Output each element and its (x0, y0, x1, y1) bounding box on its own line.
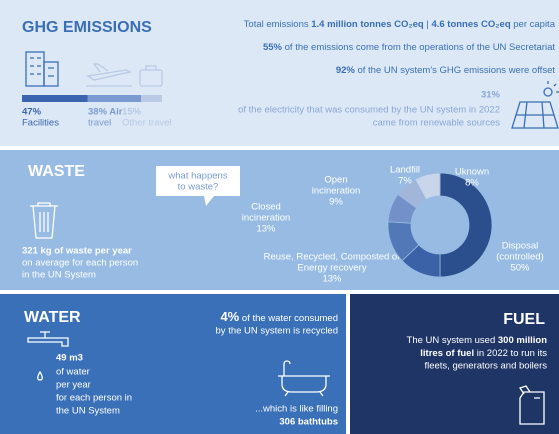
fuel-panel (350, 294, 559, 434)
fuel-text: fleets, generators and boilers (424, 361, 547, 372)
segment-name: (controlled) (496, 252, 544, 263)
segment-name: Disposal (502, 241, 538, 252)
ghg-panel (0, 0, 559, 146)
bathtub-text: 306 bathtubs (279, 417, 338, 428)
secretariat: 55% of the emissions come from the opera… (263, 42, 555, 53)
recycled: 4% of the water consumed (220, 309, 338, 324)
bar-label: 38% Air (88, 107, 123, 118)
text: 300 million (498, 335, 547, 346)
bar-name: Facilities (22, 118, 59, 129)
total-emissions: Total emissions 1.4 million tonnes CO₂eq… (244, 19, 556, 30)
waste-title: WASTE (28, 163, 85, 180)
segment-label: 8% (465, 178, 479, 189)
segment-name: Landfill (390, 165, 420, 176)
segment-name: Closed (251, 202, 281, 213)
bathtub-icon (278, 360, 330, 397)
segment-label: 7% (398, 176, 412, 187)
text: of the emissions come from the operation… (282, 42, 555, 53)
bathtub-text: ...which is like filling (255, 404, 338, 415)
fuel-text: litres of fuel in 2022 to run its (420, 348, 547, 359)
segment-name: incineration (312, 186, 361, 197)
text: per capita (511, 19, 556, 30)
text: | (424, 19, 432, 30)
text: in 2022 to run its (474, 348, 547, 359)
segment-label: 50% (510, 263, 530, 274)
offset: 92% of the UN system's GHG emissions wer… (336, 65, 556, 76)
text: 92% (336, 65, 356, 76)
plane-icon (86, 63, 132, 87)
water-text: per year (56, 380, 91, 391)
segment-label: 13% (322, 274, 342, 285)
renewable-text: of the electricity that was consumed by … (238, 105, 500, 116)
segment-name: Reuse, Recycled, Composted or (264, 252, 401, 263)
text: The UN system used (407, 335, 498, 346)
building-icon (25, 51, 59, 87)
text: of the UN system's GHG emissions were of… (355, 65, 556, 76)
question: to waste? (178, 182, 219, 193)
segment-name: incineration (242, 213, 291, 224)
waste-per-person: 321 kg of waste per year (22, 246, 132, 257)
donut-segment (439, 172, 493, 278)
bar-label: 15% (122, 107, 142, 118)
donut-segment (414, 172, 441, 201)
jerrycan-icon (518, 385, 545, 425)
ghg-title: GHG EMISSIONS (22, 19, 152, 36)
tap-icon (27, 331, 69, 381)
text: litres of fuel (420, 348, 474, 359)
bar-segment (141, 95, 162, 102)
water-title: WATER (24, 309, 81, 326)
segment-label: 9% (329, 197, 343, 208)
segment-label: 13% (256, 224, 276, 235)
text: 55% (263, 42, 283, 53)
fuel-title: FUEL (503, 311, 545, 328)
text: Total emissions (244, 19, 312, 30)
water-text: the UN System (56, 406, 120, 417)
waste-per-person: in the UN System (22, 270, 96, 281)
text: 4% (220, 309, 239, 324)
text: 1.4 million tonnes CO₂eq (311, 19, 424, 30)
fuel-text: The UN system used 300 million (407, 335, 548, 346)
segment-name: Open (324, 175, 347, 186)
speech-bubble (156, 166, 240, 206)
water-text: for each person in (56, 393, 132, 404)
bar-name: Other travel (122, 118, 172, 129)
text: 4.6 tonnes CO₂eq (431, 19, 510, 30)
bar-label: 47% (22, 107, 42, 118)
luggage-icon (139, 65, 163, 87)
segment-name: Uknown (455, 167, 489, 178)
question: what happens (167, 171, 227, 182)
recycled: by the UN system is recycled (216, 326, 338, 337)
bar-segment (87, 95, 141, 102)
bar-name: travel (88, 118, 111, 129)
renewable-text: came from renewable sources (373, 118, 500, 129)
water-text: of water (56, 367, 90, 378)
water-panel (0, 294, 346, 434)
renewable-value: 31% (481, 90, 501, 101)
water-amount: 49 m3 (56, 353, 83, 364)
text: of the water consumed (239, 313, 338, 324)
segment-name: Energy recovery (297, 263, 366, 274)
donut: Disposal(controlled)50% Reuse, Recycled, … (242, 165, 544, 285)
waste-per-person: on average for each person (22, 258, 138, 269)
bar-segment (22, 95, 88, 102)
bin-icon (30, 202, 58, 239)
